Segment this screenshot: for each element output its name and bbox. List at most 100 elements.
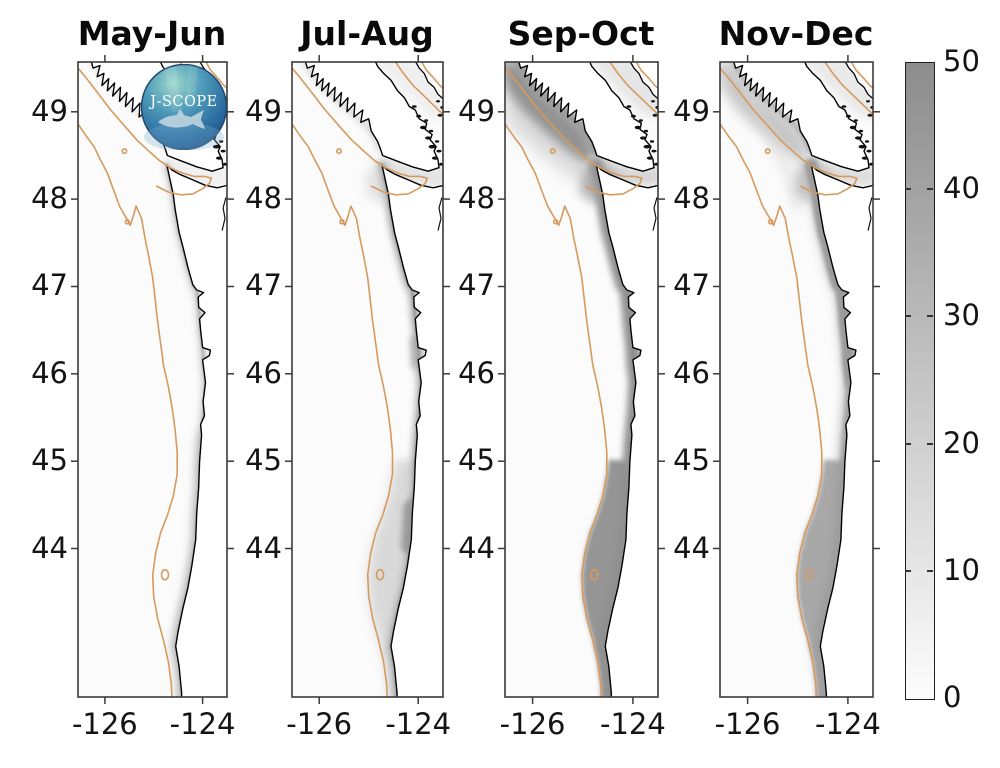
island	[428, 129, 434, 133]
lat-tick-label: 44	[31, 530, 68, 565]
map-panel-jul-aug	[285, 55, 450, 704]
island	[438, 162, 443, 166]
island	[845, 114, 851, 118]
island	[853, 119, 858, 122]
island	[649, 140, 655, 143]
puget-inlet	[437, 197, 443, 231]
puget-inlet	[221, 197, 227, 231]
lat-tick-label: 49	[458, 93, 495, 128]
lat-tick-label: 44	[458, 530, 495, 565]
lat-tick-label: 47	[673, 268, 710, 303]
puget-inlet	[652, 197, 658, 231]
island	[436, 100, 440, 103]
land-mainland	[595, 164, 658, 697]
island	[861, 156, 869, 160]
island	[866, 149, 872, 153]
panel-border	[719, 61, 874, 698]
panel-title-sep-oct: Sep-Oct	[507, 14, 655, 53]
colorbar	[905, 62, 935, 700]
land-vancouver-island	[304, 62, 440, 172]
island	[638, 119, 643, 122]
island	[630, 114, 636, 118]
island	[212, 144, 220, 149]
lat-tick-label: 46	[245, 355, 282, 390]
lon-tick-label: -124	[814, 707, 881, 741]
colorbar-tick	[905, 315, 911, 318]
island	[416, 114, 422, 118]
lat-tick-label: 45	[31, 443, 68, 478]
island	[858, 144, 866, 149]
lon-tick-label: -124	[385, 707, 452, 741]
land-mainland	[166, 164, 227, 697]
jscope-logo: J-SCOPE	[141, 64, 227, 150]
lat-tick-label: 48	[673, 181, 710, 216]
island	[425, 136, 432, 140]
lon-tick-label: -126	[286, 707, 353, 741]
island	[640, 136, 646, 140]
island	[653, 162, 658, 166]
island	[643, 144, 651, 149]
shelf-contour	[292, 62, 443, 697]
land-vancouver-island	[733, 62, 870, 172]
axis-ticks	[285, 55, 450, 704]
panel-border	[504, 61, 659, 698]
lon-tick-label: -124	[599, 707, 666, 741]
lon-tick-label: -124	[169, 707, 236, 741]
axis-ticks	[713, 55, 880, 704]
panel-border	[291, 61, 444, 698]
island	[651, 100, 655, 103]
island	[643, 129, 649, 133]
island	[216, 156, 223, 160]
colorbar-tick	[927, 569, 933, 572]
island	[626, 105, 632, 108]
logo-light-ray	[186, 65, 198, 107]
island	[437, 113, 443, 117]
lat-tick-label: 44	[673, 530, 710, 565]
island	[866, 100, 870, 103]
island	[411, 105, 417, 108]
logo-light-ray	[164, 67, 182, 112]
land-vancouver-island	[518, 62, 655, 172]
island	[431, 156, 439, 160]
land-bc-corner	[844, 62, 873, 100]
island	[424, 119, 429, 122]
panel-title-nov-dec: Nov-Dec	[718, 14, 874, 53]
colorbar-tick-label: 30	[943, 298, 980, 333]
map-panel-may-jun	[71, 55, 234, 704]
island	[858, 129, 864, 133]
colorbar-tick-label: 20	[943, 425, 980, 460]
lat-tick-label: 48	[31, 181, 68, 216]
logo-fish-fin	[176, 109, 185, 116]
shelf-contour	[505, 62, 658, 697]
colorbar-tick	[927, 442, 933, 445]
lat-tick-label: 46	[31, 355, 68, 390]
land-bc-corner	[415, 62, 443, 100]
axis-ticks	[71, 55, 234, 704]
island	[651, 149, 657, 153]
lat-tick-label: 49	[673, 93, 710, 128]
lat-tick-label: 48	[458, 181, 495, 216]
lat-tick-label: 48	[245, 181, 282, 216]
lon-tick-label: -126	[714, 707, 781, 741]
lat-tick-label: 49	[31, 93, 68, 128]
panel-title-jul-aug: Jul-Aug	[300, 14, 434, 53]
island	[867, 113, 873, 117]
island	[864, 140, 870, 143]
colorbar-tick-label: 50	[943, 44, 980, 78]
colorbar-tick	[905, 569, 911, 572]
lat-tick-label: 47	[31, 268, 68, 303]
island	[634, 125, 642, 130]
island	[855, 136, 861, 140]
island	[652, 113, 658, 117]
land-bc-corner	[629, 62, 658, 100]
island	[220, 149, 226, 153]
puget-inlet	[867, 197, 873, 231]
panel-title-may-jun: May-Jun	[77, 14, 227, 53]
lon-tick-label: -126	[499, 707, 566, 741]
land-mainland	[381, 164, 443, 697]
island	[849, 125, 857, 130]
logo-label: J-SCOPE	[148, 94, 217, 110]
map-panel-sep-oct	[498, 55, 665, 704]
logo-fish	[158, 110, 205, 129]
